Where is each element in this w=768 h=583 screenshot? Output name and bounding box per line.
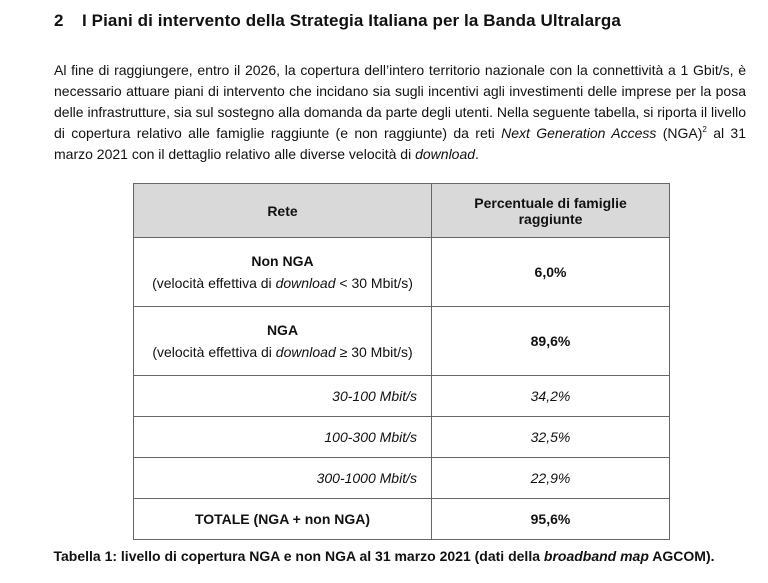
table-row-total: TOTALE (NGA + non NGA) 95,6%	[133, 498, 670, 540]
section-heading: 2 I Piani di intervento della Strategia I…	[54, 11, 621, 31]
paragraph-text-4: .	[475, 146, 479, 162]
section-title: I Piani di intervento della Strategia It…	[82, 11, 621, 30]
table-row-non-nga: Non NGA (velocità effettiva di download …	[133, 237, 670, 307]
row-sublabel: (velocità effettiva di download ≥ 30 Mbi…	[144, 344, 421, 360]
table-row-speed-300-1000: 300-1000 Mbit/s 22,9%	[133, 457, 670, 499]
row-value: 95,6%	[431, 498, 670, 540]
sublabel-pre: (velocità effettiva di	[152, 344, 276, 360]
table-row-speed-30-100: 30-100 Mbit/s 34,2%	[133, 375, 670, 417]
row-label: TOTALE (NGA + non NGA)	[133, 498, 432, 540]
row-value: 89,6%	[431, 306, 670, 376]
row-value: 34,2%	[431, 375, 670, 417]
table-row-speed-100-300: 100-300 Mbit/s 32,5%	[133, 416, 670, 458]
table-row-nga: NGA (velocità effettiva di download ≥ 30…	[133, 306, 670, 376]
caption-italic: broadband map	[543, 548, 649, 564]
row-label: Non NGA	[251, 253, 314, 269]
row-label-cell: Non NGA (velocità effettiva di download …	[133, 237, 432, 307]
sublabel-post: ≥ 30 Mbit/s)	[335, 344, 413, 360]
sublabel-italic: download	[275, 344, 336, 360]
row-label-cell: NGA (velocità effettiva di download ≥ 30…	[133, 306, 432, 376]
row-value: 22,9%	[431, 457, 670, 499]
sublabel-pre: (velocità effettiva di	[152, 275, 276, 291]
row-label: NGA	[266, 322, 299, 338]
column-header-percentuale: Percentuale di famiglie raggiunte	[431, 183, 670, 238]
paragraph-text-2: (NGA)	[656, 125, 703, 141]
row-value: 6,0%	[431, 237, 670, 307]
column-header-rete: Rete	[133, 183, 432, 238]
section-number: 2	[54, 11, 64, 30]
footnote-marker[interactable]: 2	[702, 125, 707, 134]
paragraph-italic-term: Next Generation Access	[501, 125, 657, 141]
coverage-table: Rete Percentuale di famiglie raggiunte N…	[133, 183, 670, 540]
row-sublabel: (velocità effettiva di download < 30 Mbi…	[144, 275, 421, 291]
table-caption: Tabella 1: livello di copertura NGA e no…	[0, 548, 768, 564]
sublabel-italic: download	[275, 275, 336, 291]
caption-pre: Tabella 1: livello di copertura NGA e no…	[53, 548, 544, 564]
paragraph-text-3: al 31 marzo 2021 con il dettaglio relati…	[54, 125, 746, 162]
paragraph-italic-word: download	[415, 146, 476, 162]
table-header-row: Rete Percentuale di famiglie raggiunte	[133, 183, 670, 238]
sublabel-post: < 30 Mbit/s)	[335, 275, 413, 291]
intro-paragraph: Al fine di raggiungere, entro il 2026, l…	[54, 60, 746, 165]
row-label: 100-300 Mbit/s	[133, 416, 432, 458]
row-label: 30-100 Mbit/s	[133, 375, 432, 417]
row-label: 300-1000 Mbit/s	[133, 457, 432, 499]
row-value: 32,5%	[431, 416, 670, 458]
caption-post: AGCOM).	[648, 548, 715, 564]
paragraph-text-1: Al fine di raggiungere, entro il 2026, l…	[54, 62, 746, 141]
